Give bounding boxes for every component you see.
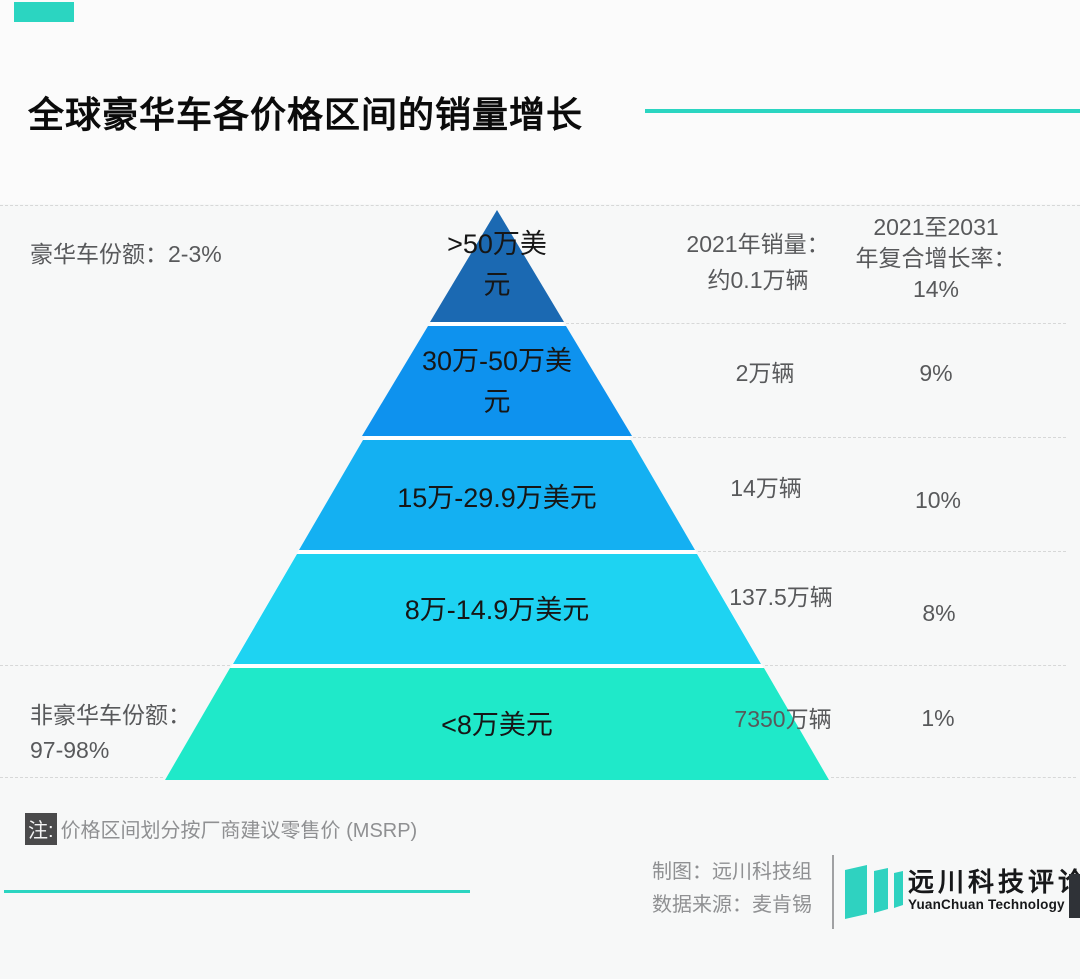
- logo-bar-3: [894, 871, 903, 908]
- non-luxury-share-label: 非豪华车份额： 97-98%: [30, 702, 191, 763]
- credit-made-by: 制图：远川科技组: [652, 861, 812, 883]
- footnote-badge: 注:: [25, 813, 57, 845]
- tier-3-label: 15万-29.9万美元: [397, 483, 597, 513]
- tier-5-label: <8万美元: [441, 710, 553, 740]
- credits-block: 制图：远川科技组 数据来源：麦肯锡: [590, 856, 812, 922]
- logo-english-name: YuanChuan Technology Review: [908, 897, 1080, 912]
- pyramid-tier-1: [430, 210, 564, 322]
- sales-value-tier-4: 137.5万辆: [729, 584, 833, 610]
- page-title: 全球豪华车各价格区间的销量增长: [28, 94, 584, 135]
- tier-1-label: >50万美 元: [447, 229, 547, 300]
- guide-line-tier4-left: [0, 665, 230, 666]
- footnote: 注: 价格区间划分按厂商建议零售价 (MSRP): [25, 813, 417, 845]
- pyramid-tier-2: [362, 326, 632, 436]
- footnote-text: 价格区间划分按厂商建议零售价 (MSRP): [60, 820, 418, 842]
- logo-bar-2: [874, 868, 888, 913]
- guide-line-tier3: [698, 551, 1066, 552]
- logo-divider: [832, 855, 834, 929]
- cagr-value-tier-2: 9%: [919, 360, 953, 386]
- guide-line-top: [0, 205, 1080, 206]
- cagr-value-tier-4: 8%: [922, 600, 956, 626]
- pyramid-tier-4: [233, 554, 761, 664]
- logo-bar-1: [845, 865, 867, 919]
- guide-line-tier1: [566, 323, 1066, 324]
- bottom-accent-line: [4, 890, 470, 893]
- cagr-column-header: 2021至2031 年复合增长率： 14%: [855, 214, 1017, 302]
- guide-line-bottom-right: [831, 777, 1076, 778]
- sales-value-tier-3: 14万辆: [730, 475, 802, 501]
- accent-block: [14, 2, 74, 22]
- yuanchuan-logo-icon: [845, 865, 903, 919]
- sales-value-tier-2: 2万辆: [735, 360, 795, 386]
- guide-line-tier2: [633, 437, 1066, 438]
- guide-line-tier4-right: [765, 665, 1066, 666]
- tier-2-label: 30万-50万美 元: [421, 346, 573, 417]
- header-background: [0, 0, 1080, 204]
- logo-chinese-name: 远川科技评论: [908, 867, 1080, 897]
- sales-column-header: 2021年销量： 约0.1万辆: [686, 231, 830, 293]
- pyramid-tier-5: [165, 668, 829, 780]
- guide-line-bottom-left: [0, 777, 163, 778]
- title-underline: [645, 109, 1080, 113]
- logo-seal-mark: [1069, 874, 1080, 918]
- tier-4-label: 8万-14.9万美元: [404, 595, 590, 625]
- cagr-value-tier-3: 10%: [914, 487, 962, 513]
- cagr-value-tier-5: 1%: [921, 705, 955, 731]
- pyramid-tier-3: [299, 440, 695, 550]
- luxury-share-label: 豪华车份额：2-3%: [30, 241, 222, 267]
- credit-source: 数据来源：麦肯锡: [652, 894, 812, 916]
- sales-value-tier-5: 7350万辆: [734, 706, 832, 732]
